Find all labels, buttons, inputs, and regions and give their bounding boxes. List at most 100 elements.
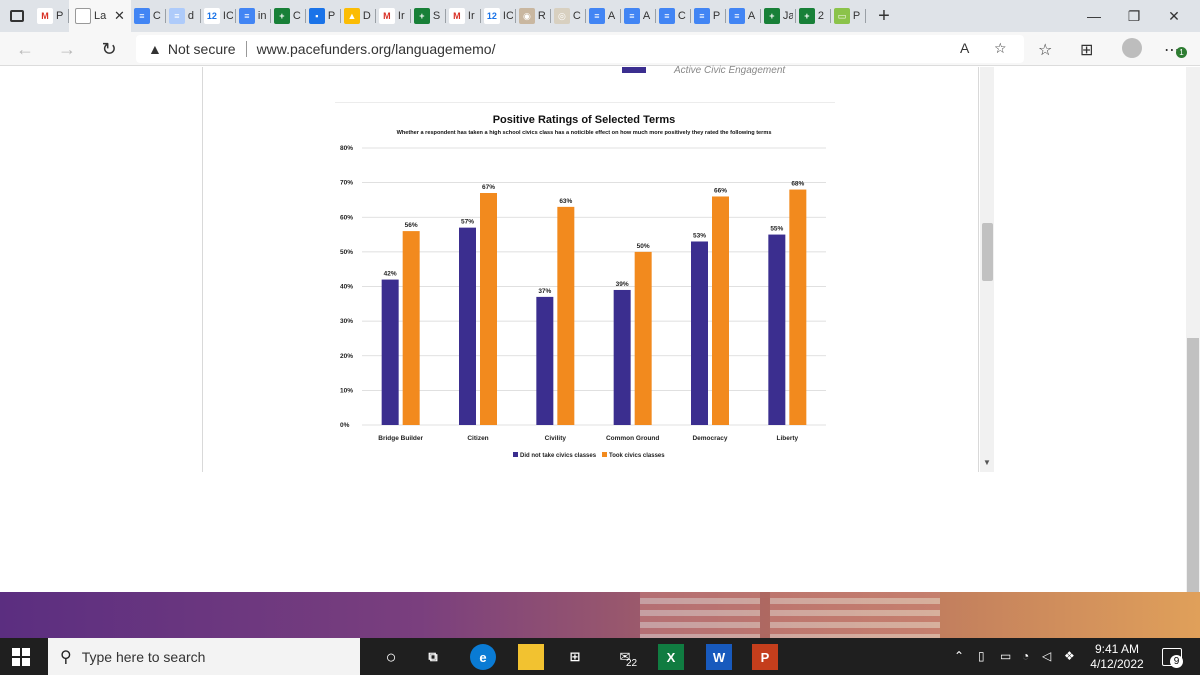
clock[interactable]: 9:41 AM 4/12/2022 [1080,642,1154,672]
address-input[interactable]: ▲ Not secure www.pacefunders.org/languag… [136,35,1024,63]
data-label: 55% [770,226,783,233]
tab-title: Ir [397,10,405,22]
tab-actions-button[interactable] [0,0,34,32]
wifi-icon[interactable]: ◔ [1022,649,1030,663]
bar-civics [402,231,420,425]
chart-frame-top [335,102,835,103]
forward-button[interactable]: → [54,37,80,61]
data-label: 63% [559,198,572,205]
tab-title: D [362,10,371,22]
y-tick-label: 0% [340,422,350,429]
inner-scroll-thumb[interactable] [982,223,993,281]
cortana-icon[interactable]: ○ [385,646,397,667]
x-axis-labels: Bridge Builder Citizen Civility Common Grou… [378,435,798,442]
sheets-icon: + [273,8,290,24]
browser-tab[interactable]: ◎ C [551,0,586,32]
clock-time: 9:41 AM [1094,642,1140,656]
tab-separator [724,9,726,23]
tab-title: d [187,10,195,22]
browser-tab[interactable]: ▭ P [831,0,866,32]
not-secure-label[interactable]: Not secure [167,41,236,57]
restore-button[interactable]: ❐ [1127,7,1141,24]
data-label: 50% [637,243,650,250]
word-icon[interactable]: W [706,644,732,670]
tab-separator [689,9,691,23]
browser-tab[interactable]: ≡ in [236,0,271,32]
tab-separator [479,9,481,23]
tab-separator [269,9,271,23]
tab-title: P [56,10,64,22]
browser-tab[interactable]: ◉ R [516,0,551,32]
refresh-button[interactable]: ↻ [96,37,122,61]
new-tab-button[interactable]: + [878,4,890,27]
browser-tab[interactable]: + Ja [761,0,796,32]
search-placeholder: Type here to search [81,648,206,665]
mail-icon[interactable]: ✉ [619,649,631,664]
excel-icon[interactable]: X [658,644,684,670]
legend-swatch [513,452,518,457]
address-bar-row: ← → ↻ ▲ Not secure www.pacefunders.org/l… [0,32,1200,66]
browser-tab[interactable]: +2 [796,0,831,32]
minimize-button[interactable]: — [1087,8,1101,24]
store-icon[interactable]: ⊞ [569,649,581,664]
browser-tab[interactable]: ▲ D [341,0,376,32]
dropbox-icon[interactable]: ❖ [1064,649,1075,663]
tab-separator [654,9,656,23]
browser-tab[interactable]: ≡ A [621,0,656,32]
close-tab-icon[interactable]: ✕ [114,8,125,23]
data-label: 39% [616,281,629,288]
browser-tab[interactable]: ▪ P [306,0,341,32]
browser-tab[interactable]: M Ir [446,0,481,32]
taskbar-search[interactable]: ⚲ Type here to search [48,638,360,675]
favorites-icon[interactable]: ☆ [1038,42,1053,59]
file-explorer-icon[interactable] [518,644,544,670]
tab-separator [829,9,831,23]
browser-tab[interactable]: ≡ A [726,0,761,32]
collections-icon[interactable]: ⊞ [1080,42,1094,59]
page-scroll-thumb[interactable] [1187,338,1199,594]
browser-tab[interactable]: ≡ A [586,0,621,32]
tray-device-icon[interactable]: ▯ [978,649,985,663]
meet-icon: ▪ [308,8,325,24]
start-button[interactable] [12,648,30,666]
x-category-label: Democracy [692,435,727,442]
browser-tab[interactable]: + S [411,0,446,32]
x-category-label: Bridge Builder [378,435,423,442]
task-view-icon[interactable]: ⧉ [428,649,438,664]
flag-image-right [770,592,940,638]
tab-separator [164,9,166,23]
tab-list: M P La ✕ ≡ C ≡ d 12 IC ≡ in + C ▪ P ▲ D M Ir + S M Ir 12 IC ◉ R ◎ C ≡ A… [34,0,866,32]
browser-tab[interactable]: 12 IC [481,0,516,32]
x-category-label: Common Ground [606,435,659,442]
tab-separator [549,9,551,23]
browser-tab[interactable]: 12 IC [201,0,236,32]
favorite-star-icon[interactable]: ☆ [994,40,1007,56]
docs-icon: ≡ [728,8,745,24]
close-window-button[interactable]: ✕ [1168,7,1180,24]
url-text[interactable]: www.pacefunders.org/languagememo/ [256,41,496,57]
browser-tab[interactable]: La ✕ [69,0,131,32]
bar-civics [712,196,729,425]
data-label: 68% [791,181,804,188]
chart-bars: 42% 56% 57% 67% 37% 63% 39% 50% 53% 66% 55% 68% [381,181,807,425]
inner-scroll-down-arrow[interactable]: ▼ [983,458,991,467]
browser-tab[interactable]: + C [271,0,306,32]
tab-actions-icon [10,10,24,22]
back-button[interactable]: ← [12,37,38,61]
browser-tab[interactable]: ≡ C [656,0,691,32]
browser-tab[interactable]: M Ir [376,0,411,32]
calendar-icon: 12 [203,8,220,24]
battery-icon[interactable]: ▭ [1000,649,1012,663]
tab-separator [514,9,516,23]
browser-tab[interactable]: ≡ C [131,0,166,32]
powerpoint-icon[interactable]: P [752,644,778,670]
profile-avatar[interactable] [1122,38,1142,58]
volume-muted-icon[interactable]: ◁ [1042,649,1052,663]
chart-title: Positive Ratings of Selected Terms [493,114,676,126]
read-aloud-icon[interactable]: A [960,40,970,56]
browser-tab[interactable]: ≡ P [691,0,726,32]
edge-icon[interactable]: e [470,644,496,670]
tray-chevron-icon[interactable]: ⌃ [954,649,965,663]
browser-tab[interactable]: ≡ d [166,0,201,32]
